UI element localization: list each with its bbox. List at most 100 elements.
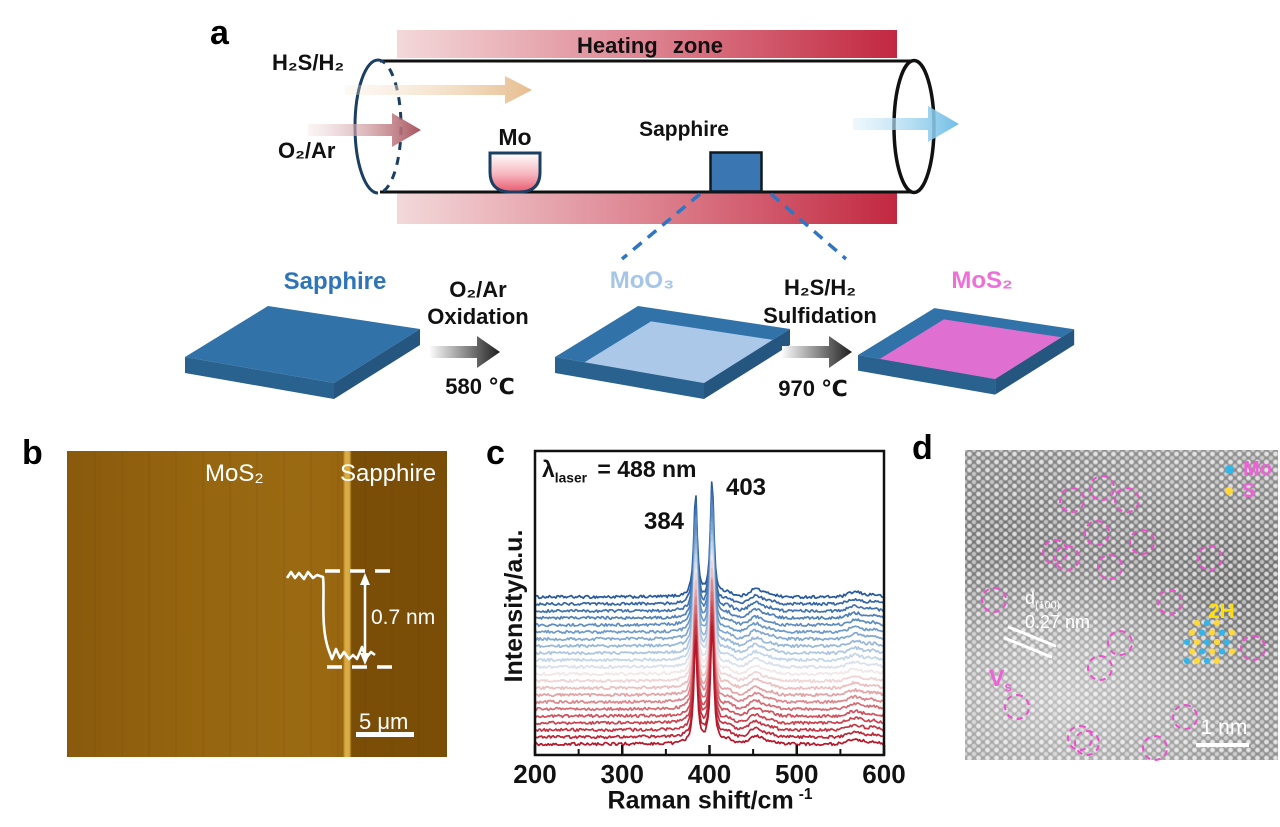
gas-label-h2s: H₂S/H₂ xyxy=(272,50,344,75)
s-atom xyxy=(1193,657,1201,665)
vacancy-circle xyxy=(981,587,1008,614)
arrow2-temp-label: 970 ℃ xyxy=(778,376,847,401)
mo-boat-label: Mo xyxy=(498,124,531,150)
s-atom xyxy=(1193,619,1201,627)
height-profile-overlay: 0.7 nm xyxy=(285,569,435,669)
afm-scalebar-label: 5 μm xyxy=(359,709,409,734)
arrow1-gas-label: O₂/Ar xyxy=(449,277,507,302)
peak-label-403: 403 xyxy=(725,474,767,501)
callout-dash-left xyxy=(620,192,702,261)
stem-legend: Mo S xyxy=(1225,458,1272,502)
raman-trace xyxy=(534,624,884,747)
d-spacing-value: 0.27 nm xyxy=(1025,612,1091,632)
mo-atom xyxy=(1223,638,1231,646)
mo-atom xyxy=(1203,619,1211,627)
h2s-flow-arrow xyxy=(345,76,532,104)
stem-image: Mo S d(100) 0.27 nm 2H Vs 1 nm xyxy=(965,450,1278,761)
vacancy-circle xyxy=(1239,635,1266,662)
afm-sapphire-label: Sapphire xyxy=(340,460,437,487)
mo-atom xyxy=(1183,638,1191,646)
x-axis-title-sup: -1 xyxy=(798,786,813,803)
gas-label-o2: O₂/Ar xyxy=(278,138,336,163)
s-atom xyxy=(1208,648,1216,655)
vacancy-circle xyxy=(1106,630,1133,657)
afm-image: MoS₂ Sapphire 0.7 nm 5 μm xyxy=(67,451,447,757)
outflow-arrow xyxy=(853,106,959,142)
heating-zone-bar-bottom xyxy=(397,193,897,224)
sapphire-substrate-label: Sapphire xyxy=(639,118,729,141)
heating-zone-label: Heating zone xyxy=(577,33,723,58)
mo-atom xyxy=(1218,629,1226,636)
s-atom xyxy=(1213,638,1221,646)
raman-axis-ticks: 200 300 400 500 600 xyxy=(513,745,906,789)
legend-s-label: S xyxy=(1242,479,1256,502)
legend-row-mo: Mo xyxy=(1225,458,1272,480)
panel-label-a: a xyxy=(210,14,229,52)
x-tick-label: 400 xyxy=(688,759,731,789)
panel-label-d: d xyxy=(912,429,933,467)
panel-label-c: c xyxy=(486,434,505,472)
vacancy-circle xyxy=(1054,544,1081,571)
x-tick-label: 600 xyxy=(862,759,905,789)
s-atom xyxy=(1228,648,1236,655)
mo-dot-icon xyxy=(1225,464,1235,474)
x-tick-label: 200 xyxy=(513,759,556,789)
legend-row-s: S xyxy=(1225,480,1272,502)
vacancy-circle xyxy=(1074,729,1101,756)
arrow1-action-label: Oxidation xyxy=(427,304,528,329)
x-tick-label: 500 xyxy=(775,759,818,789)
mo-atom xyxy=(1203,638,1211,646)
mo-atom xyxy=(1183,657,1191,665)
tube-left-end-dashed xyxy=(377,58,403,195)
vacancy-circle xyxy=(1114,486,1141,513)
phase-2h-label: 2H xyxy=(1208,600,1235,623)
x-axis-title-text: Raman shift/cm xyxy=(607,786,794,815)
d-spacing-label: d(100) 0.27 nm xyxy=(1025,588,1090,633)
vacancy-circle xyxy=(1128,529,1155,556)
vacancy-circle xyxy=(1096,553,1123,580)
raman-x-axis-title: Raman shift/cm -1 xyxy=(555,786,865,815)
sulfur-vacancy-label: Vs xyxy=(989,665,1012,695)
vacancy-circle xyxy=(1141,734,1168,761)
process-arrow-2 xyxy=(782,336,852,368)
peak-label-384: 384 xyxy=(643,508,685,535)
s-atom xyxy=(1188,629,1196,636)
moo3-slab xyxy=(555,306,790,399)
raman-y-axis-title: Intensity/a.u. xyxy=(500,529,528,683)
afm-scalebar xyxy=(356,732,414,737)
step3-material-label: MoS₂ xyxy=(951,267,1012,294)
sapphire-slab xyxy=(185,306,420,399)
sapphire-substrate xyxy=(709,151,763,193)
height-profile-line xyxy=(285,570,376,661)
mos2-slab xyxy=(858,308,1075,395)
d-spacing-plane: (100) xyxy=(1035,599,1061,612)
process-arrow-1 xyxy=(430,336,500,368)
step-height-label: 0.7 nm xyxy=(371,606,435,629)
s-dot-icon xyxy=(1225,487,1234,495)
s-atom xyxy=(1193,638,1201,646)
vacancy-subscript: s xyxy=(1004,679,1013,695)
arrow1-temp-label: 580 ℃ xyxy=(445,374,514,399)
arrow2-action-label: Sulfidation xyxy=(763,303,877,328)
vacancy-circle xyxy=(1086,654,1113,681)
step1-material-label: Sapphire xyxy=(284,268,387,295)
s-atom xyxy=(1228,629,1236,636)
stem-scalebar-label: 1 nm xyxy=(1200,716,1248,739)
mo-boat xyxy=(488,151,542,194)
lambda-subscript: laser xyxy=(554,470,588,486)
laser-annotation: λlaser = 488 nm xyxy=(542,456,697,486)
heating-zone-bar-top xyxy=(397,30,897,58)
vacancy-circle xyxy=(1172,703,1199,730)
mo-atom xyxy=(1203,657,1211,665)
raman-plot: 200 300 400 500 600 xyxy=(513,449,906,789)
s-atom xyxy=(1208,629,1216,636)
callout-dash-right xyxy=(769,192,848,261)
x-tick-label: 300 xyxy=(601,759,644,789)
lambda-symbol: λ xyxy=(542,456,555,482)
s-atom xyxy=(1188,648,1196,655)
vacancy-circle xyxy=(1003,693,1030,720)
step-arrowhead-top xyxy=(360,573,370,585)
raman-traces xyxy=(534,481,884,747)
step2-material-label: MoO₃ xyxy=(610,267,674,294)
